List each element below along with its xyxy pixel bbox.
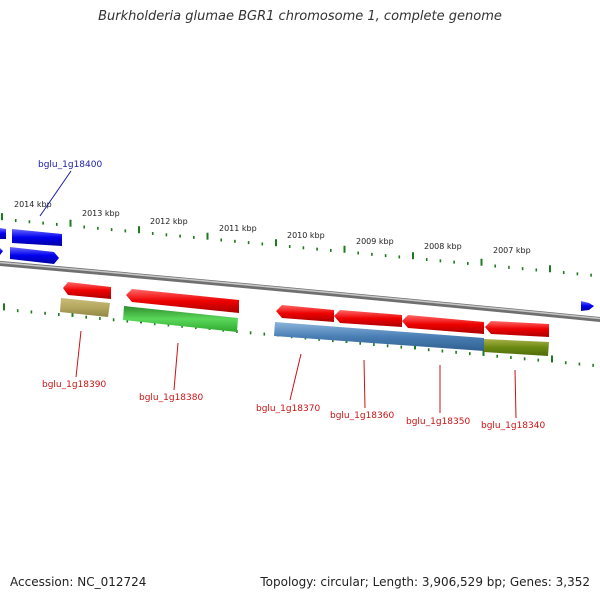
tick-label: 2008 kbp — [424, 242, 462, 251]
callout-line — [75, 330, 82, 378]
gene-arrow-edge[interactable] — [0, 248, 3, 255]
gene-arrow-bglu_1g18380[interactable] — [126, 289, 239, 313]
tick-label: 2009 kbp — [356, 237, 394, 246]
forward-genes — [0, 228, 594, 311]
gene-label-bglu_1g18350[interactable]: bglu_1g18350 — [406, 417, 470, 427]
reverse-genes — [63, 282, 549, 337]
tick-label: 2011 kbp — [219, 224, 257, 233]
tick-label: 2013 kbp — [82, 209, 120, 218]
tick-labels: 2014 kbp 2013 kbp 2012 kbp 2011 kbp 2010… — [14, 200, 531, 255]
gene-label-bglu_1g18380[interactable]: bglu_1g18380 — [139, 393, 203, 403]
feature-band — [123, 306, 238, 332]
gene-arrow-bglu_1g18390[interactable] — [63, 282, 111, 299]
feature-bands — [60, 298, 549, 356]
tick-label: 2010 kbp — [287, 231, 325, 240]
feature-band — [274, 322, 484, 351]
tick-label: 2014 kbp — [14, 200, 52, 209]
gene-callouts: bglu_1g18400 bglu_1g18390 bglu_1g18380 b… — [38, 160, 545, 431]
callout-line — [289, 353, 302, 401]
callout-line — [514, 369, 517, 419]
outer-tick-track — [1, 213, 592, 277]
tick-label: 2007 kbp — [493, 246, 531, 255]
gene-label-bglu_1g18400[interactable]: bglu_1g18400 — [38, 160, 102, 170]
map-title: Burkholderia glumae BGR1 chromosome 1, c… — [98, 9, 502, 24]
genome-summary-text: Topology: circular; Length: 3,906,529 bp… — [260, 575, 590, 589]
gene-label-bglu_1g18390[interactable]: bglu_1g18390 — [42, 380, 106, 390]
feature-band — [484, 339, 549, 356]
gene-label-bglu_1g18340[interactable]: bglu_1g18340 — [481, 421, 545, 431]
callout-line — [363, 359, 366, 409]
gene-arrow-bglu_1g18340[interactable] — [485, 321, 549, 337]
gene-arrow-edge[interactable] — [0, 228, 6, 239]
gene-arrow-bglu_1g18360[interactable] — [334, 310, 402, 327]
gene-label-bglu_1g18360[interactable]: bglu_1g18360 — [330, 411, 394, 421]
feature-band — [60, 298, 110, 317]
callout-line — [173, 342, 179, 391]
gene-label-bglu_1g18370[interactable]: bglu_1g18370 — [256, 404, 320, 414]
tick-label: 2012 kbp — [150, 217, 188, 226]
backbone — [0, 260, 600, 323]
gene-arrow[interactable] — [10, 247, 59, 264]
callout-line — [39, 170, 72, 217]
gene-arrow[interactable] — [581, 301, 594, 311]
gene-arrow-bglu_1g18350[interactable] — [402, 315, 484, 334]
accession-text: Accession: NC_012724 — [10, 575, 147, 589]
gene-arrow-bglu_1g18370[interactable] — [276, 305, 334, 322]
gene-arrow-bglu_1g18400[interactable] — [12, 229, 62, 246]
